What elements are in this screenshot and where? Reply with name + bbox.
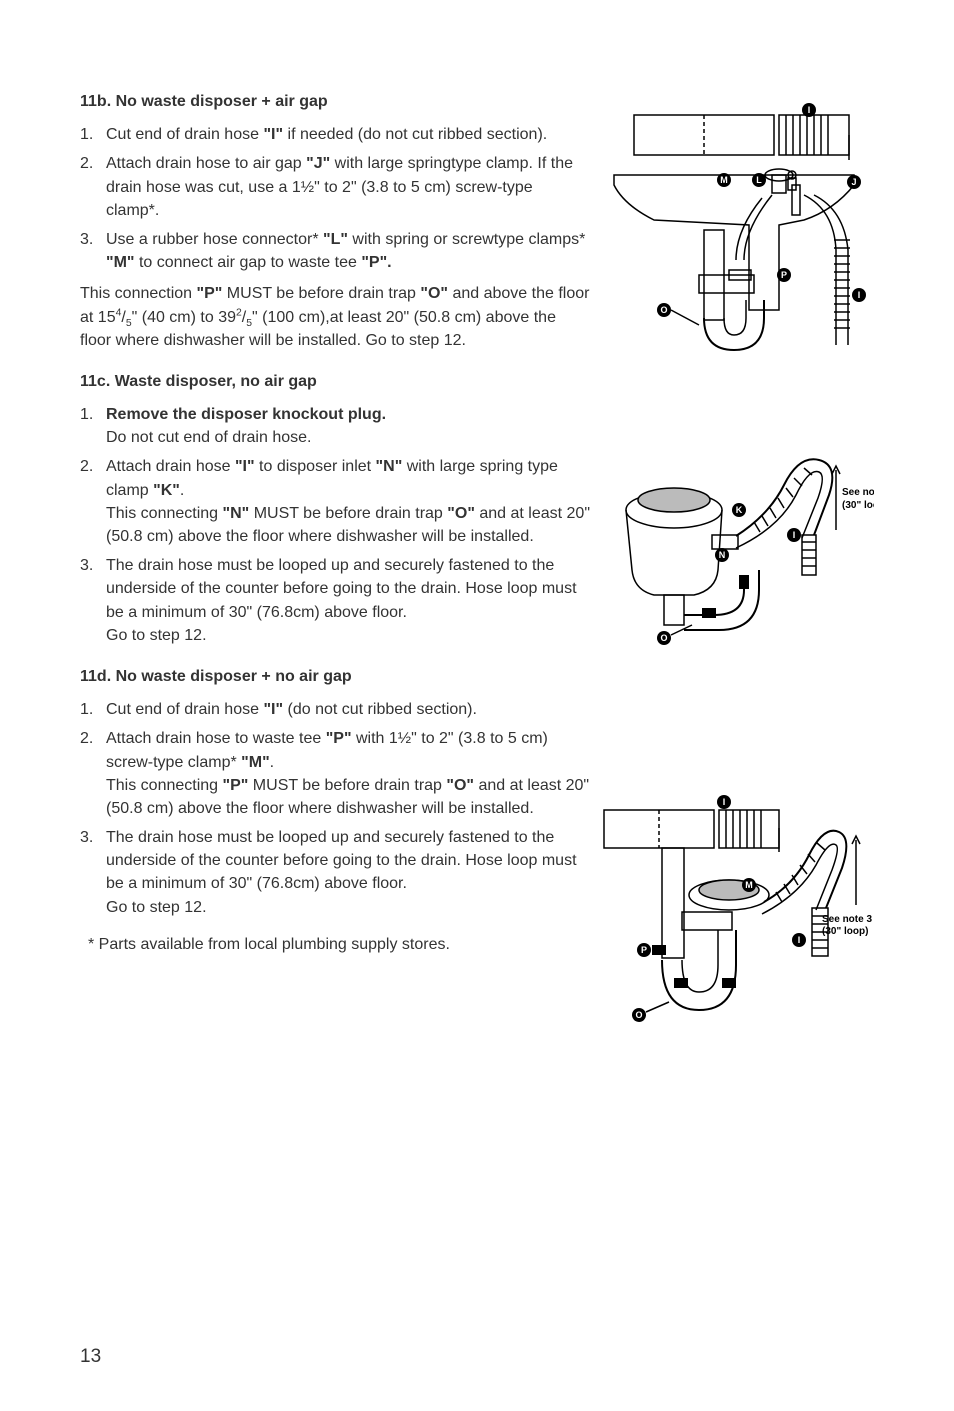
list-item: 2.Attach drain hose "I" to disposer inle… <box>80 455 590 548</box>
figure-11d: I M See note 3 (30" loop) I P O <box>574 790 874 1050</box>
svg-text:I: I <box>798 935 801 945</box>
svg-text:I: I <box>808 105 811 115</box>
svg-text:O: O <box>660 305 667 315</box>
svg-text:N: N <box>719 550 726 560</box>
list-item: 3.The drain hose must be looped up and s… <box>80 826 590 919</box>
svg-text:P: P <box>781 270 787 280</box>
figure-11b: I M L J I P O <box>604 100 874 360</box>
svg-text:I: I <box>858 290 861 300</box>
list-item: 3.Use a rubber hose connector* "L" with … <box>80 228 590 274</box>
svg-text:(30" loop): (30" loop) <box>842 500 874 511</box>
list-item: 1.Cut end of drain hose "I" if needed (d… <box>80 123 590 146</box>
list-item: 3.The drain hose must be looped up and s… <box>80 554 590 647</box>
svg-text:K: K <box>736 505 743 515</box>
svg-text:(30" loop): (30" loop) <box>822 926 868 937</box>
svg-text:O: O <box>635 1010 642 1020</box>
svg-text:See note 3: See note 3 <box>822 914 872 925</box>
list-item: 2.Attach drain hose to air gap "J" with … <box>80 152 590 222</box>
svg-text:P: P <box>641 945 647 955</box>
svg-text:M: M <box>745 880 753 890</box>
page-number: 13 <box>80 1343 101 1371</box>
svg-text:J: J <box>851 177 856 187</box>
svg-text:M: M <box>720 175 728 185</box>
svg-text:I: I <box>723 797 726 807</box>
figure-11c: N K I See note 3 (30" loop) O <box>604 440 874 650</box>
paragraph-11b-tail: This connection "P" MUST be before drain… <box>80 282 590 352</box>
list-item: 1.Cut end of drain hose "I" (do not cut … <box>80 698 590 721</box>
list-item: 2.Attach drain hose to waste tee "P" wit… <box>80 727 590 820</box>
list-item: 1.Remove the disposer knockout plug.Do n… <box>80 403 590 449</box>
svg-text:I: I <box>793 530 796 540</box>
heading-11c: 11c. Waste disposer, no air gap <box>80 370 874 393</box>
heading-11d: 11d. No waste disposer + no air gap <box>80 665 874 688</box>
svg-text:L: L <box>756 175 762 185</box>
svg-text:See note 3: See note 3 <box>842 487 874 498</box>
svg-text:O: O <box>660 633 667 643</box>
